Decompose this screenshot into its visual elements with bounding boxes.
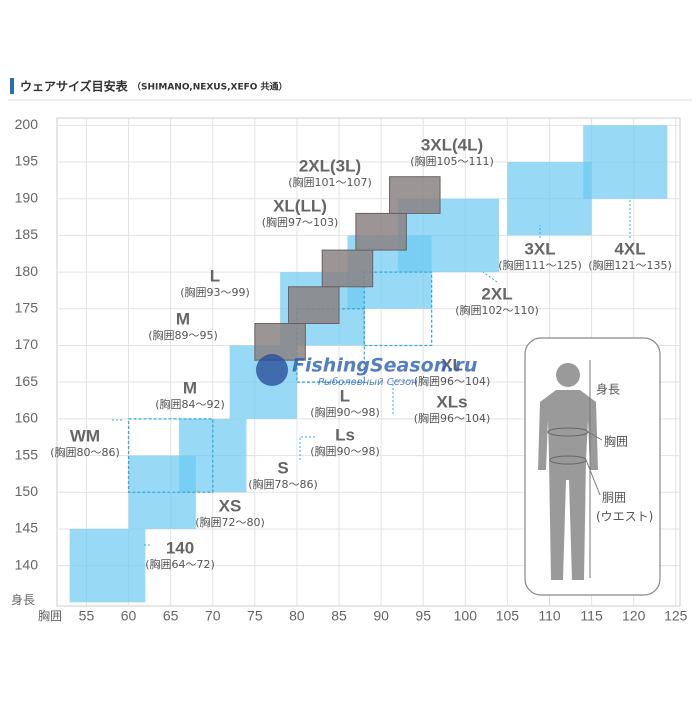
y-tick-label: 195 [15,153,39,169]
size-note: (胸囲101～107) [288,175,372,189]
chest-leader [587,431,603,441]
y-tick-label: 200 [15,116,39,132]
size-region [583,125,668,199]
size-note: (胸囲105～111) [410,154,494,168]
y-tick-label: 190 [15,189,39,205]
size-label: 4XL [614,239,645,258]
figure: 身長 胸囲 胴囲 (ウエスト) [524,337,661,596]
y-tick-label: 140 [15,556,39,572]
size-note: (胸囲90～98) [310,444,380,458]
x-tick-label: 100 [454,608,478,624]
x-tick-label: 85 [331,608,347,624]
size-note: (胸囲89～95) [148,328,218,342]
size-note: (胸囲96～104) [414,374,491,388]
y-tick-label: 145 [15,520,39,536]
y-tick-label: 185 [15,226,39,242]
x-tick-label: 115 [580,608,603,624]
size-region [389,176,441,214]
header-subtitle: （SHIMANO,NEXUS,XEFO 共通） [132,81,288,93]
size-region [321,249,374,288]
size-note: (胸囲97～103) [262,215,339,229]
size-region [127,418,214,493]
size-label: M [176,309,190,328]
size-label: 3XL [524,239,555,258]
size-label: XLs [436,392,467,411]
size-note: (胸囲111～125) [498,258,582,272]
x-tick-label: 90 [373,608,389,624]
x-tick-label: 70 [205,608,221,624]
size-label: 140 [166,538,194,557]
x-tick-label: 110 [538,608,561,624]
size-note: (胸囲84～92) [155,397,225,411]
x-tick-label: 125 [664,608,688,624]
y-tick-label: 150 [15,483,39,499]
figure-waist-label: 胴囲 [602,491,626,505]
waist-leader [585,459,601,496]
size-region [69,528,146,603]
size-label: XS [219,496,242,515]
size-note: (胸囲72～80) [195,515,265,529]
size-note: (胸囲93～99) [180,285,250,299]
leader-line [482,271,498,283]
x-tick-label: 75 [247,608,263,624]
x-tick-label: 55 [79,608,95,624]
size-region [355,212,407,251]
size-note: (胸囲80～86) [50,445,120,459]
plot-frame [56,117,681,607]
size-label: 2XL(3L) [299,156,361,175]
figure-chest-label: 胸囲 [604,434,628,449]
header-bar [10,78,14,94]
size-label: L [210,266,220,285]
y-tick-label: 170 [15,336,39,352]
x-tick-label: 95 [415,608,431,624]
x-tick-label: 80 [289,608,305,624]
size-note: (胸囲121～135) [588,258,672,272]
x-tick-label: 120 [622,608,646,624]
size-note: (胸囲90～98) [310,405,380,419]
leader-line [392,379,413,414]
x-axis-title: 胸囲 [38,608,62,623]
x-tick-label: 60 [121,608,137,624]
size-note: (胸囲102～110) [455,303,539,317]
figure-waist-note: (ウエスト) [596,510,653,524]
size-note: (胸囲64～72) [145,557,215,571]
size-note: (胸囲96～104) [414,411,491,425]
y-tick-label: 175 [15,300,39,316]
size-label: 2XL [481,284,512,303]
y-tick-label: 165 [15,373,39,389]
size-note: (胸囲78～86) [248,477,318,491]
watermark-logo [256,354,288,386]
size-label: S [277,458,288,477]
y-axis-title: 身長 [11,592,35,607]
size-label: 3XL(4L) [421,135,483,154]
y-tick-label: 180 [15,263,39,279]
y-tick-label: 155 [15,446,39,462]
x-tick-label: 105 [496,608,520,624]
header-title: ウェアサイズ目安表 [20,79,129,94]
size-label: L [340,386,350,405]
size-label: XL [441,355,463,374]
size-label: Ls [335,425,355,444]
y-tick-label: 160 [15,410,39,426]
size-region [288,286,340,324]
size-label: XL(LL) [273,196,327,215]
x-tick-label: 65 [163,608,179,624]
size-region [507,162,592,236]
watermark-title: FishingSeason.ru [292,355,477,377]
size-label: WM [70,426,100,445]
figure-height-label: 身長 [596,382,620,397]
watermark-subtitle: Рыболовный Сезон [318,376,418,388]
size-label: M [183,378,197,397]
silhouette [538,363,598,580]
